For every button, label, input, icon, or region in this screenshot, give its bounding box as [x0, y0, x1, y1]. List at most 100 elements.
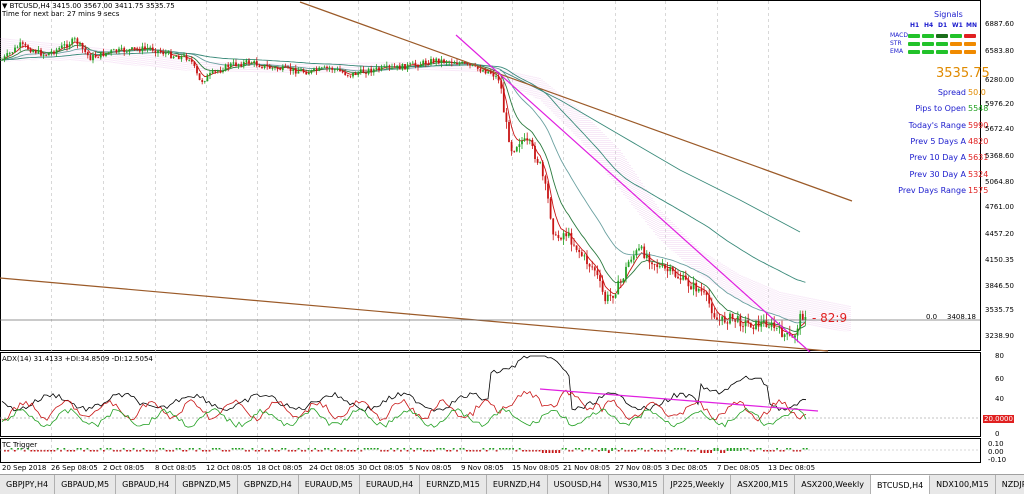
magenta-trendline[interactable] [455, 34, 811, 353]
tc-mark [706, 450, 709, 453]
tc-mark [271, 448, 274, 450]
tc-mark [693, 450, 696, 452]
candle-body [237, 64, 240, 66]
candle-body [471, 65, 474, 67]
candle-body [372, 69, 375, 73]
tab-eurnzd-h4[interactable]: EURNZD,H4 [486, 475, 548, 494]
stat-label: Prev 5 Days A [910, 136, 966, 146]
candle-body [469, 63, 471, 66]
tc-panel-frame [0, 438, 981, 463]
tc-mark [89, 450, 92, 452]
chart-area[interactable]: ▼ BTCUSD,H4 3415.00 3567.00 3411.75 3535… [0, 0, 1024, 474]
adx-tick: 60 [995, 375, 1004, 383]
candle-body [79, 43, 81, 45]
tc-mark [568, 450, 571, 452]
tab-nzdjpy-daily[interactable]: NZDJPY,Daily [995, 475, 1024, 494]
tab-asx200-weekly[interactable]: ASX200,Weekly [795, 475, 871, 494]
tab-euraud-m5[interactable]: EURAUD,M5 [298, 475, 360, 494]
candle-body [453, 63, 456, 64]
candle-body [266, 64, 269, 67]
tab-asx200-m15[interactable]: ASX200,M15 [731, 475, 796, 494]
candle-body [760, 321, 763, 327]
tc-mark [433, 450, 435, 452]
tc-mark [287, 450, 290, 452]
tc-mark [588, 448, 590, 450]
tc-mark [614, 448, 617, 450]
tc-mark [650, 448, 653, 450]
tab-jp225-weekly[interactable]: JP225,Weekly [664, 475, 732, 494]
date-tick: 20 Sep 2018 [2, 464, 47, 472]
candle-body [536, 159, 539, 163]
candle-body [404, 63, 406, 70]
signal-row-ema: EMA [890, 48, 904, 55]
tc-mark [749, 450, 752, 452]
candle-body [302, 69, 305, 73]
tc-mark [442, 448, 445, 450]
lower-trendline[interactable] [0, 277, 829, 352]
tab-gbpnzd-m5[interactable]: GBPNZD,M5 [176, 475, 238, 494]
price-tick: 5672.40 [985, 125, 1014, 133]
candle-body [409, 63, 412, 65]
tc-mark [624, 450, 627, 452]
tab-ws30-m15[interactable]: WS30,M15 [608, 475, 665, 494]
candle-body [336, 69, 339, 70]
tc-mark [60, 450, 62, 452]
upper-trendline[interactable] [299, 1, 853, 202]
tc-mark [367, 448, 369, 450]
tc-mark [475, 450, 478, 452]
moving-average-line [1, 44, 806, 332]
candle-body [305, 72, 308, 75]
tc-mark [776, 448, 778, 450]
candle-body [398, 65, 401, 70]
candle-body [700, 288, 703, 292]
tab-gbpaud-h4[interactable]: GBPAUD,H4 [116, 475, 177, 494]
candle-body [640, 246, 643, 249]
tc-mark [396, 448, 399, 450]
tc-mark [792, 450, 795, 452]
tc-mark [677, 448, 679, 450]
tab-gbpjpy-h4[interactable]: GBPJPY,H4 [0, 475, 56, 494]
candle-body [653, 264, 656, 265]
tab-ndx100-m15[interactable]: NDX100,M15 [930, 475, 996, 494]
tc-mark [126, 450, 128, 452]
tab-usousd-h4[interactable]: USOUSD,H4 [547, 475, 609, 494]
price-line-prefix: 0.0 [926, 313, 938, 321]
tc-mark [129, 450, 132, 452]
tc-mark [673, 448, 676, 450]
candle-body [783, 334, 786, 337]
candle-body [99, 52, 102, 58]
slow-ma-extension [499, 69, 801, 233]
candle-body [518, 144, 521, 147]
candle-body [378, 67, 380, 70]
tc-mark [617, 450, 620, 452]
adx-panel-frame [0, 352, 981, 437]
tab-gbpnzd-h4[interactable]: GBPNZD,H4 [237, 475, 299, 494]
tc-mark [581, 450, 584, 452]
tab-eurnzd-m15[interactable]: EURNZD,M15 [420, 475, 487, 494]
candle-body [214, 70, 217, 72]
candle-body [339, 69, 341, 72]
tc-mark [33, 450, 36, 452]
price-chart[interactable] [0, 0, 1024, 474]
tc-mark [640, 448, 643, 450]
tc-mark [535, 450, 538, 452]
tab-euraud-h4[interactable]: EURAUD,H4 [359, 475, 421, 494]
tc-mark [604, 448, 607, 451]
price-tick: 5976.20 [985, 100, 1014, 108]
candle-body [573, 244, 575, 246]
tc-mark [426, 450, 429, 452]
candle-body [427, 63, 430, 65]
adx-magenta-trendline[interactable] [539, 388, 819, 412]
candle-body [250, 63, 253, 64]
candle-body [128, 49, 131, 52]
candle-body [406, 64, 409, 70]
tab-btcusd-h4[interactable]: BTCUSD,H4 [870, 475, 931, 494]
stat-value: 4820 [968, 136, 989, 146]
tc-mark [83, 450, 85, 452]
signal-col-h1: H1 [910, 22, 920, 29]
time-left-label: Time for next bar: 27 mins 9 secs [2, 10, 120, 18]
tab-gbpaud-m5[interactable]: GBPAUD,M5 [55, 475, 117, 494]
tc-mark [225, 450, 227, 452]
candle-body [162, 52, 165, 55]
tc-mark [93, 450, 95, 452]
